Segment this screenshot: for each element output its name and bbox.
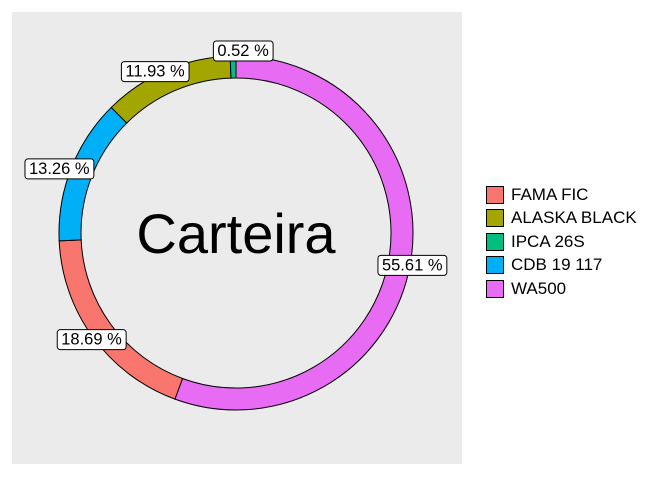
legend-label: WA500	[511, 278, 567, 298]
legend-item: WA500	[486, 277, 637, 301]
data-label: 13.26 %	[24, 158, 95, 180]
data-label: 0.52 %	[212, 40, 274, 62]
legend-label: IPCA 26S	[511, 231, 585, 251]
legend-label: ALASKA BLACK	[511, 208, 637, 228]
svg-text:18.69 %: 18.69 %	[61, 331, 122, 349]
chart-title: Carteira	[136, 202, 336, 265]
svg-text:13.26 %: 13.26 %	[29, 160, 90, 178]
svg-text:11.93 %: 11.93 %	[125, 63, 185, 81]
legend-key	[486, 232, 504, 251]
svg-text:55.61 %: 55.61 %	[382, 256, 443, 274]
legend-item: ALASKA BLACK	[486, 207, 637, 231]
legend-label: FAMA FIC	[511, 184, 589, 204]
data-label: 55.61 %	[377, 254, 448, 276]
legend-key	[486, 209, 504, 228]
legend-item: CDB 19 117	[486, 254, 637, 278]
legend: FAMA FIC ALASKA BLACK IPCA 26S CDB 19 117 WA…	[486, 183, 637, 301]
legend-key	[486, 279, 504, 298]
data-label: 11.93 %	[120, 61, 190, 83]
legend-item: FAMA FIC	[486, 183, 637, 207]
legend-label: CDB 19 117	[511, 255, 603, 275]
legend-item: IPCA 26S	[486, 230, 637, 254]
svg-text:0.52 %: 0.52 %	[217, 42, 269, 60]
legend-key	[486, 256, 504, 275]
legend-key	[486, 185, 504, 204]
data-label: 18.69 %	[56, 329, 127, 351]
